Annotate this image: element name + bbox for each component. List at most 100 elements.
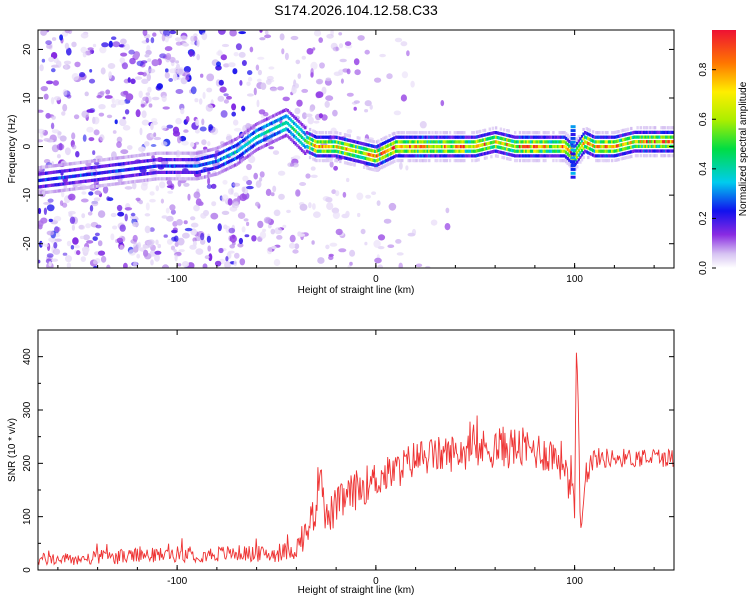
- spectrogram-cell: [237, 142, 240, 146]
- spectrogram-cell: [363, 161, 366, 165]
- spectrogram-cell: [254, 123, 258, 127]
- spectrogram-cell: [547, 131, 550, 135]
- spectrogram-cell: [440, 140, 444, 144]
- spectrogram-cell: [560, 149, 563, 153]
- spectrogram-cell: [43, 171, 46, 175]
- spectrogram-cell: [170, 151, 173, 155]
- spectrogram-cell: [207, 148, 210, 153]
- spectrogram-cell: [374, 168, 377, 172]
- spectrogram-cell: [159, 164, 162, 168]
- spectrogram-cell: [646, 126, 649, 130]
- spectrogram-cell: [431, 149, 434, 153]
- spectrogram-cell: [118, 175, 121, 179]
- spectrogram-cell: [175, 60, 180, 64]
- spectrogram-cell: [190, 41, 196, 45]
- spectrogram-cell: [263, 216, 272, 224]
- spectrogram-cell: [324, 154, 328, 158]
- spectrogram-cell: [48, 218, 53, 223]
- spectrogram-cell: [270, 192, 275, 197]
- spectrogram-cell: [496, 154, 499, 158]
- spectrogram-cell: [166, 215, 174, 222]
- spectrogram-cell: [291, 120, 294, 124]
- spectrogram-cell: [556, 145, 560, 149]
- spectrogram-cell: [310, 61, 318, 70]
- spectrogram-cell: [57, 170, 61, 174]
- spectrogram-cell: [595, 140, 598, 144]
- spectrogram-cell: [509, 153, 512, 157]
- spectrogram-cell: [43, 93, 49, 100]
- spectrogram-cell: [487, 146, 490, 150]
- spectrogram-cell: [268, 66, 275, 70]
- spectrogram-cell: [219, 144, 223, 148]
- spectrogram-cell: [642, 126, 646, 130]
- spectrogram-cell: [119, 156, 123, 160]
- spectrogram-cell: [479, 139, 482, 143]
- spectrogram-cell: [668, 126, 671, 130]
- spectrogram-cell: [421, 145, 425, 149]
- spectrogram-cell: [237, 148, 240, 152]
- spectrogram-cell: [555, 145, 558, 149]
- spectrogram-cell: [188, 170, 191, 174]
- spectrogram-cell: [45, 184, 48, 188]
- spectrogram-cell: [343, 137, 347, 141]
- colorbar-label: Normalized spectral amplitude: [738, 81, 749, 216]
- spectrogram-cell: [642, 149, 646, 153]
- spectrogram-cell: [286, 134, 289, 138]
- spectrogram-cell: [54, 176, 57, 180]
- spectrogram-cell: [121, 175, 124, 179]
- spectrogram-cell: [417, 154, 420, 158]
- spectrogram-cell: [426, 140, 429, 144]
- spectrogram-cell: [177, 263, 182, 267]
- spectrogram-cell: [375, 145, 379, 149]
- spectrogram-cell: [111, 97, 115, 104]
- spectrogram-cell: [442, 149, 445, 153]
- spectrogram-cell: [453, 145, 456, 149]
- spectrogram-cell: [161, 95, 167, 102]
- spectrogram-cell: [463, 140, 466, 144]
- spectrogram-cell: [537, 159, 541, 163]
- spectrogram-cell: [145, 178, 148, 182]
- spectrogram-cell: [266, 143, 269, 147]
- spectrogram-cell: [318, 113, 323, 119]
- spectrogram-cell: [418, 135, 421, 139]
- spectrogram-cell: [493, 140, 496, 144]
- spectrogram-cell: [232, 151, 235, 155]
- snr-y-label: SNR (10 * v/v): [7, 418, 18, 482]
- spectrogram-cell: [458, 154, 461, 158]
- spectrogram-cell: [396, 135, 399, 139]
- spectrogram-cell: [67, 162, 70, 166]
- spectrogram-cell: [611, 145, 614, 149]
- spectrogram-cell: [259, 30, 263, 33]
- spectrogram-cell: [305, 145, 309, 149]
- spectrogram-cell: [315, 149, 318, 153]
- spectrogram-cell: [89, 185, 92, 189]
- spectrogram-cell: [383, 155, 386, 159]
- spectrogram-cell: [217, 223, 222, 232]
- spectrogram-cell: [151, 152, 154, 156]
- spectrogram-cell: [396, 154, 399, 158]
- spectrogram-cell: [448, 131, 452, 135]
- spectrogram-cell: [94, 178, 97, 182]
- spectrogram-cell: [459, 135, 463, 139]
- spectrogram-cell: [76, 186, 80, 191]
- spectrogram-cell: [429, 145, 433, 149]
- spectrogram-cell: [612, 154, 615, 158]
- spectrogram-cell: [413, 154, 417, 158]
- spectrogram-cell: [467, 140, 471, 144]
- spectrogram-cell: [628, 132, 631, 136]
- spectrogram-cell: [601, 140, 604, 144]
- spectrogram-cell: [353, 158, 356, 162]
- spectrogram-cell: [101, 42, 109, 48]
- spectrogram-cell: [88, 78, 96, 84]
- spectrogram-cell: [394, 154, 398, 158]
- spectrogram-cell: [442, 154, 445, 158]
- spectrogram-cell: [312, 203, 316, 210]
- spectrogram-cell: [353, 163, 356, 167]
- spectrogram-cell: [169, 158, 172, 162]
- spectrogram-cell: [564, 150, 568, 154]
- spectrogram-cell: [269, 128, 272, 132]
- spectrogram-cell: [273, 209, 281, 217]
- spectrogram-cell: [286, 128, 289, 132]
- spectrogram-cell: [364, 161, 367, 165]
- spectrogram-cell: [126, 161, 129, 165]
